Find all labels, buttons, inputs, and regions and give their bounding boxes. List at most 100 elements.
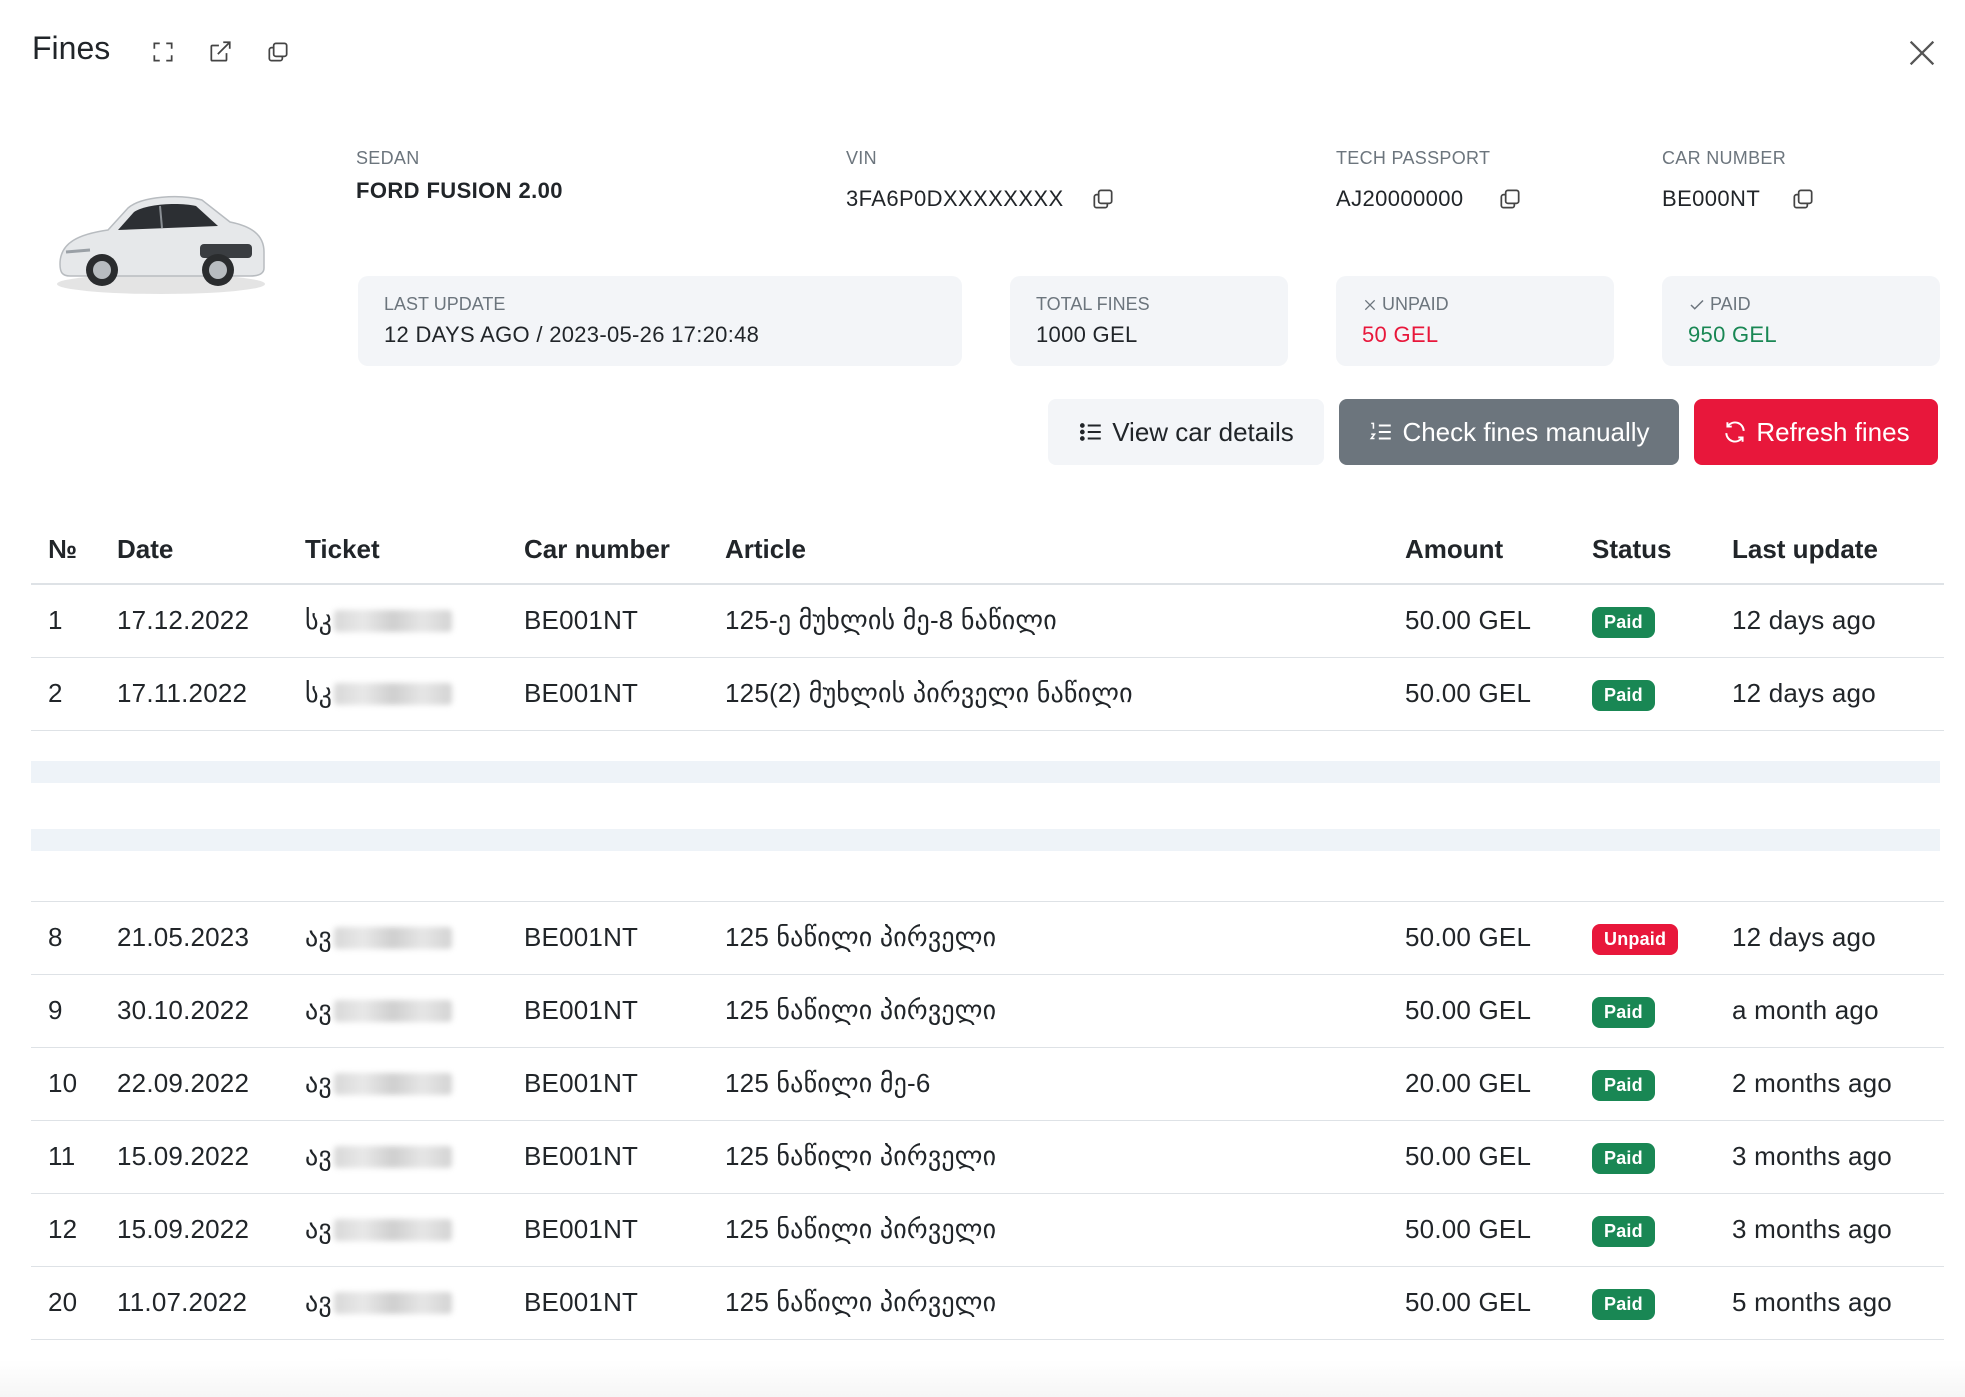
cell-no: 12 xyxy=(31,1193,100,1267)
car-number-value: BE000NT xyxy=(1662,186,1761,211)
table-row[interactable]: 12 15.09.2022 ავ BE001NT 125 ნაწილი პირველი 5… xyxy=(31,1193,1944,1267)
cell-date: 30.10.2022 xyxy=(100,974,288,1048)
car-model: FORD FUSION 2.00 xyxy=(356,178,563,203)
copy-icon[interactable] xyxy=(264,38,292,66)
refresh-fines-button[interactable]: Refresh fines xyxy=(1694,399,1938,465)
cell-no: 9 xyxy=(31,974,100,1048)
cell-last-update: 12 days ago xyxy=(1715,584,1944,658)
unpaid-box: UNPAID 50 GEL xyxy=(1336,276,1614,366)
redacted-ticket-digits xyxy=(334,609,453,632)
copy-vin-icon[interactable] xyxy=(1090,186,1116,212)
gap-cell xyxy=(31,730,1944,902)
cell-amount: 50.00 GEL xyxy=(1388,1266,1575,1340)
col-header-date[interactable]: Date xyxy=(100,516,288,585)
car-number-label: CAR NUMBER xyxy=(1662,148,1787,168)
table-row[interactable]: 2 17.11.2022 სკ BE001NT 125(2) მუხლის პირველ… xyxy=(31,657,1944,731)
modal-header: Fines xyxy=(0,0,1965,100)
car-image xyxy=(50,172,272,300)
cell-ticket: ავ xyxy=(288,901,507,975)
check-fines-manually-label: Check fines manually xyxy=(1402,416,1650,447)
refresh-fines-label: Refresh fines xyxy=(1756,416,1910,447)
status-badge: Unpaid xyxy=(1592,923,1679,955)
cell-amount: 50.00 GEL xyxy=(1388,584,1575,658)
ticket-number: ავ xyxy=(305,1287,452,1318)
redacted-ticket-digits xyxy=(333,1291,452,1314)
ticket-prefix: ავ xyxy=(305,922,332,952)
cell-article: 125 ნაწილი პირველი xyxy=(708,974,1388,1048)
x-icon xyxy=(1364,299,1376,310)
fines-table: № Date Ticket Car number Article Amount … xyxy=(31,516,1944,1397)
cell-ticket: ავ xyxy=(288,1120,507,1194)
cell-last-update: 2 months ago xyxy=(1715,1047,1944,1121)
col-header-ticket[interactable]: Ticket xyxy=(288,516,507,585)
col-header-article[interactable]: Article xyxy=(708,516,1388,585)
status-badge: Paid xyxy=(1592,1215,1655,1247)
view-car-details-label: View car details xyxy=(1112,416,1294,447)
ticket-number: ავ xyxy=(305,995,452,1026)
table-row[interactable]: 9 30.10.2022 ავ BE001NT 125 ნაწილი პირველი 50… xyxy=(31,974,1944,1048)
table-row[interactable]: 20 11.07.2022 ავ BE001NT 125 ნაწილი პირველი 5… xyxy=(31,1266,1944,1340)
cell-date: 15.09.2022 xyxy=(100,1193,288,1267)
cell-ticket: სკ xyxy=(288,584,507,658)
table-row[interactable]: 1 17.12.2022 სკ BE001NT 125-ე მუხლის მე-8 ნა… xyxy=(31,584,1944,658)
cell-date: 17.11.2022 xyxy=(100,657,288,731)
ticket-prefix: ავ xyxy=(305,1214,332,1244)
total-fines-label: TOTAL FINES xyxy=(1036,294,1150,314)
cell-ticket: ავ xyxy=(288,1047,507,1121)
col-header-last-update[interactable]: Last update xyxy=(1715,516,1944,585)
cell-article: 125 ნაწილი პირველი xyxy=(708,901,1388,975)
table-row[interactable]: 10 22.09.2022 ავ BE001NT 125 ნაწილი მე-6 20.0… xyxy=(31,1047,1944,1121)
cell-no: 10 xyxy=(31,1047,100,1121)
fullscreen-icon[interactable] xyxy=(149,38,177,66)
close-icon[interactable] xyxy=(1905,36,1939,70)
redacted-ticket-digits xyxy=(333,1218,452,1241)
cell-amount: 50.00 GEL xyxy=(1388,1120,1575,1194)
cell-no: 1 xyxy=(31,584,100,658)
car-type-label: SEDAN xyxy=(356,148,420,168)
status-badge: Paid xyxy=(1592,1069,1655,1101)
cell-article: 125 ნაწილი პირველი xyxy=(708,1193,1388,1267)
cell-ticket: სკ xyxy=(288,657,507,731)
gap-band xyxy=(31,760,1940,783)
total-fines-box: TOTAL FINES 1000 GEL xyxy=(1010,276,1288,366)
cell-date: 21.05.2023 xyxy=(100,901,288,975)
copy-car-number-icon[interactable] xyxy=(1790,186,1816,212)
cell-car-number: BE001NT xyxy=(507,584,708,658)
table-row[interactable]: 8 21.05.2023 ავ BE001NT 125 ნაწილი პირველი 50… xyxy=(31,901,1944,975)
gap-band xyxy=(31,828,1940,851)
paid-value: 950 GEL xyxy=(1688,322,1777,347)
cell-amount: 50.00 GEL xyxy=(1388,974,1575,1048)
vin-label: VIN xyxy=(846,148,877,168)
cell-date: 15.09.2022 xyxy=(100,1120,288,1194)
check-fines-manually-button[interactable]: Check fines manually xyxy=(1339,399,1679,465)
cell-car-number: BE001NT xyxy=(507,1047,708,1121)
cell-last-update: 5 months ago xyxy=(1715,1266,1944,1340)
cell-car-number: BE001NT xyxy=(507,974,708,1048)
cell-last-update: a month ago xyxy=(1715,974,1944,1048)
vin-value: 3FA6P0DXXXXXXXX xyxy=(846,186,1064,211)
cell-date: 11.07.2022 xyxy=(100,1266,288,1340)
cell-status: Paid xyxy=(1575,584,1715,658)
cell-no: 11 xyxy=(31,1120,100,1194)
redacted-ticket-digits xyxy=(334,682,453,705)
last-update-value: 12 DAYS AGO / 2023-05-26 17:20:48 xyxy=(384,322,760,347)
cell-date: 22.09.2022 xyxy=(100,1047,288,1121)
status-badge: Paid xyxy=(1592,996,1655,1028)
ticket-number: ავ xyxy=(305,1068,452,1099)
copy-tech-passport-icon[interactable] xyxy=(1497,186,1523,212)
redacted-ticket-digits xyxy=(333,1072,452,1095)
col-header-car-number[interactable]: Car number xyxy=(507,516,708,585)
cell-date: 17.12.2022 xyxy=(100,584,288,658)
table-row[interactable]: 11 15.09.2022 ავ BE001NT 125 ნაწილი პირველი 5… xyxy=(31,1120,1944,1194)
col-header-amount[interactable]: Amount xyxy=(1388,516,1575,585)
view-car-details-button[interactable]: View car details xyxy=(1048,399,1324,465)
cell-article: 125 ნაწილი პირველი xyxy=(708,1120,1388,1194)
unpaid-value: 50 GEL xyxy=(1362,322,1439,347)
cell-last-update: 12 days ago xyxy=(1715,901,1944,975)
external-link-icon[interactable] xyxy=(206,38,234,66)
cell-ticket: ავ xyxy=(288,1193,507,1267)
cell-article: 125 ნაწილი მე-6 xyxy=(708,1047,1388,1121)
list-icon xyxy=(1080,423,1101,441)
col-header-no[interactable]: № xyxy=(31,516,100,585)
col-header-status[interactable]: Status xyxy=(1575,516,1715,585)
